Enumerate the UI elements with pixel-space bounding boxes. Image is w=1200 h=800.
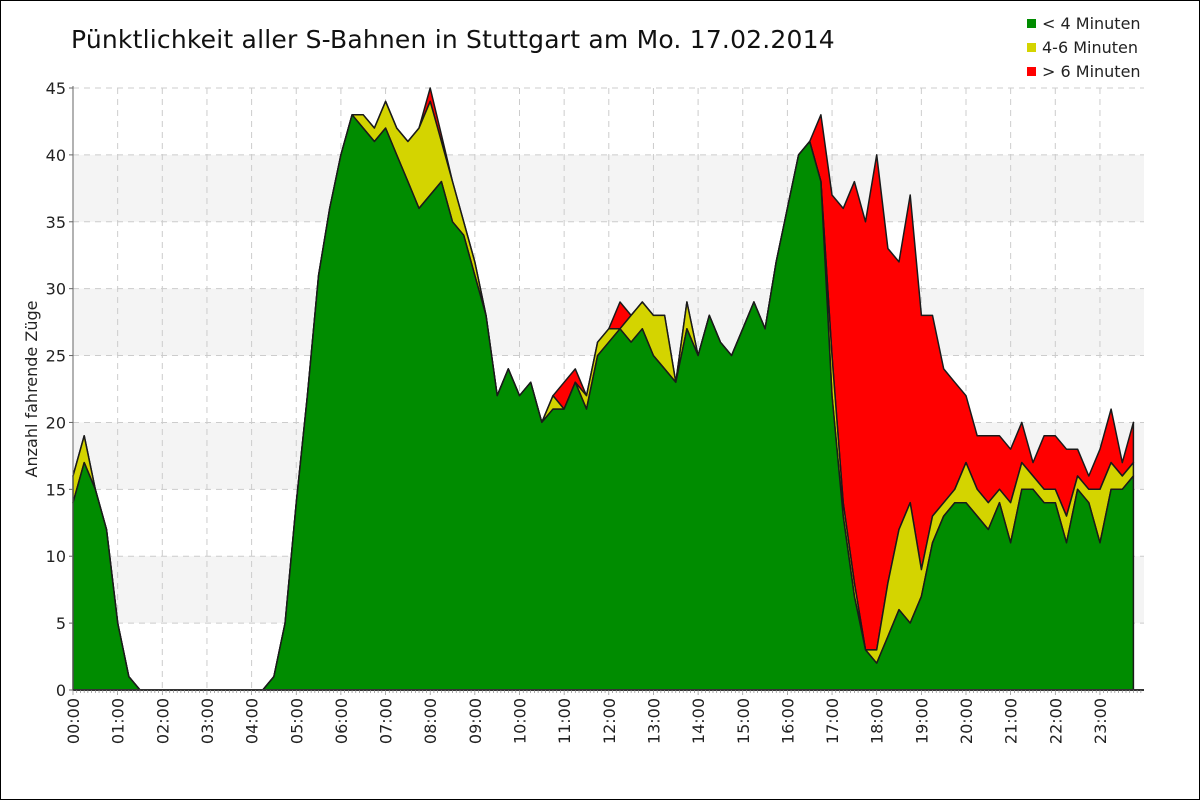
- x-tick-label: 04:00: [243, 698, 262, 744]
- legend-item-red: > 6 Minuten: [1027, 59, 1141, 83]
- x-tick-label: 05:00: [287, 698, 306, 744]
- x-tick-label: 16:00: [778, 698, 797, 744]
- x-tick-label: 11:00: [555, 698, 574, 744]
- x-tick-label: 02:00: [153, 698, 172, 744]
- y-tick-label: 20: [46, 413, 66, 432]
- x-tick-label: 10:00: [511, 698, 530, 744]
- y-tick-label: 15: [46, 480, 66, 499]
- x-tick-label: 01:00: [109, 698, 128, 744]
- x-tick-label: 18:00: [868, 698, 887, 744]
- x-tick-label: 07:00: [377, 698, 396, 744]
- legend-label-red: > 6 Minuten: [1042, 61, 1141, 81]
- y-tick-label: 5: [56, 614, 66, 633]
- legend-item-green: < 4 Minuten: [1027, 11, 1141, 35]
- x-tick-label: 23:00: [1091, 698, 1110, 744]
- y-tick-label: 30: [46, 280, 66, 299]
- y-tick-label: 10: [46, 547, 66, 566]
- legend-item-yellow: 4-6 Minuten: [1027, 35, 1141, 59]
- x-tick-label: 19:00: [912, 698, 931, 744]
- y-tick-label: 40: [46, 146, 66, 165]
- y-tick-label: 45: [46, 79, 66, 98]
- x-tick-label: 03:00: [198, 698, 217, 744]
- y-tick-label: 35: [46, 213, 66, 232]
- x-tick-label: 20:00: [957, 698, 976, 744]
- y-tick-label: 0: [56, 681, 66, 700]
- x-tick-label: 06:00: [332, 698, 351, 744]
- x-tick-label: 13:00: [644, 698, 663, 744]
- legend-label-yellow: 4-6 Minuten: [1042, 37, 1139, 57]
- legend-label-green: < 4 Minuten: [1042, 13, 1141, 33]
- x-tick-label: 09:00: [466, 698, 485, 744]
- legend-swatch-red: [1027, 66, 1036, 76]
- chart-title: Pünktlichkeit aller S-Bahnen in Stuttgar…: [71, 25, 835, 54]
- x-tick-label: 12:00: [600, 698, 619, 744]
- legend-swatch-green: [1027, 18, 1036, 28]
- y-tick-label: 25: [46, 347, 66, 366]
- legend-swatch-yellow: [1027, 42, 1036, 52]
- x-tick-label: 08:00: [421, 698, 440, 744]
- x-tick-label: 22:00: [1046, 698, 1065, 744]
- x-tick-label: 14:00: [689, 698, 708, 744]
- legend: < 4 Minuten 4-6 Minuten > 6 Minuten: [1027, 11, 1141, 83]
- x-tick-label: 15:00: [734, 698, 753, 744]
- y-axis-label: Anzahl fahrende Züge: [22, 301, 41, 478]
- x-tick-label: 17:00: [823, 698, 842, 744]
- x-tick-label: 21:00: [1002, 698, 1021, 744]
- x-tick-label: 00:00: [64, 698, 83, 744]
